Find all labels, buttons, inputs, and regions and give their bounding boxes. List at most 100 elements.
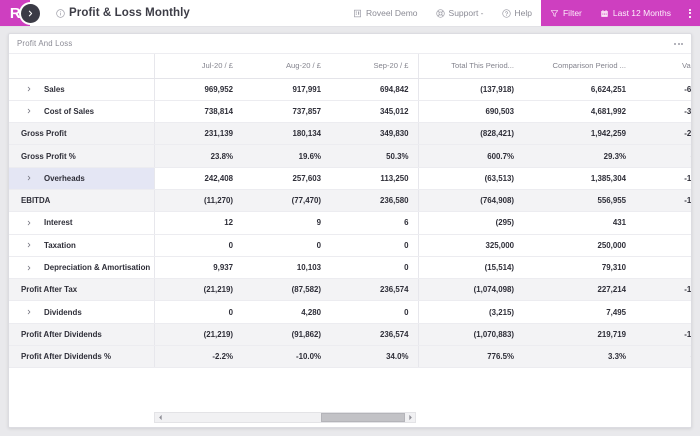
filter-button[interactable]: Filter <box>541 0 591 26</box>
table-row[interactable]: Profit After Dividends % -2.2% -10.0% 34.0%… <box>9 345 691 369</box>
horizontal-scrollbar[interactable] <box>154 412 416 423</box>
cell-aug: (77,470) <box>242 189 330 213</box>
col-header-total[interactable]: Total This Period... <box>418 54 523 79</box>
cell-aug: 257,603 <box>242 167 330 190</box>
chevron-right-icon[interactable] <box>21 108 37 114</box>
cell-jul: 12 <box>154 211 242 235</box>
chevron-right-icon[interactable] <box>21 309 37 315</box>
cell-total: 690,503 <box>418 100 523 124</box>
col-header-sep[interactable]: Sep-20 / £ <box>330 54 419 79</box>
cell-total: (137,918) <box>418 78 523 101</box>
col-header-jul[interactable]: Jul-20 / £ <box>154 54 242 79</box>
cell-variance: -10,710 <box>635 300 691 324</box>
cell-aug: 180,134 <box>242 122 330 146</box>
row-label: Gross Profit <box>21 129 67 139</box>
cell-jul: -2.2% <box>154 345 242 369</box>
col-header-label[interactable] <box>9 54 155 79</box>
chevron-right-icon[interactable] <box>21 3 40 23</box>
chevron-right-icon[interactable] <box>21 220 37 226</box>
date-range-button[interactable]: Last 12 Months <box>591 0 680 26</box>
scrollbar-thumb[interactable] <box>321 413 405 422</box>
row-label-cell[interactable]: EBITDA <box>9 189 155 213</box>
row-label-cell[interactable]: Gross Profit % <box>9 144 155 168</box>
table-body: Sales 969,952 917,991 694,842 (137,918) 6,624… <box>9 78 691 369</box>
vertical-dots-icon[interactable] <box>680 0 700 26</box>
cell-total: (764,908) <box>418 189 523 213</box>
cell-comparison: 250,000 <box>523 234 635 257</box>
col-header-aug[interactable]: Aug-20 / £ <box>242 54 330 79</box>
row-label-cell[interactable]: Profit After Dividends <box>9 323 155 347</box>
row-label-cell[interactable]: Profit After Tax <box>9 278 155 302</box>
col-header-comparison[interactable]: Comparison Period ... <box>523 54 635 79</box>
table-scroll-region[interactable]: Jul-20 / £ Aug-20 / £ Sep-20 / £ Total T… <box>9 54 691 406</box>
row-label: Interest <box>44 218 73 228</box>
cell-comparison: 79,310 <box>523 256 635 280</box>
table-row[interactable]: Profit After Tax (21,219) (87,582) 236,574(… <box>9 278 691 302</box>
tenant-menu[interactable]: Roveel Demo <box>344 0 427 26</box>
cell-sep: 0 <box>330 234 419 257</box>
cell-variance: +773.1% <box>635 345 691 369</box>
calendar-icon <box>600 9 609 18</box>
row-label: Gross Profit % <box>21 151 76 161</box>
cell-total: (63,513) <box>418 167 523 190</box>
row-label-cell[interactable]: Profit After Dividends % <box>9 345 155 369</box>
cell-jul: (21,219) <box>154 278 242 302</box>
row-label-cell[interactable]: Sales <box>9 78 155 101</box>
cell-aug: 19.6% <box>242 144 330 168</box>
row-label: Depreciation & Amortisation <box>44 263 151 273</box>
table-row[interactable]: Sales 969,952 917,991 694,842 (137,918) 6,624… <box>9 78 691 101</box>
cell-sep: 0 <box>330 300 419 324</box>
table-row[interactable]: Cost of Sales 738,814 737,857 345,012 690,50… <box>9 100 691 124</box>
table-row[interactable]: EBITDA (11,270) (77,470) 236,580 (764,908) 55… <box>9 189 691 213</box>
row-label: Dividends <box>44 307 82 317</box>
support-circle-icon <box>435 8 445 18</box>
chevron-right-icon[interactable] <box>21 242 37 248</box>
cell-comparison: 227,214 <box>523 278 635 302</box>
col-header-variance[interactable]: Variance / £ <box>635 54 691 79</box>
table-row[interactable]: Profit After Dividends (21,219) (91,862) 23… <box>9 323 691 347</box>
logo-letter: R <box>9 4 21 22</box>
cell-jul: 0 <box>154 300 242 324</box>
cell-jul: 242,408 <box>154 167 242 190</box>
triangle-right-icon[interactable] <box>405 413 415 422</box>
cell-aug: 737,857 <box>242 100 330 124</box>
table-row[interactable]: Gross Profit 231,139 180,134 349,830 (828,42… <box>9 122 691 146</box>
row-label-cell[interactable]: Interest <box>9 211 155 235</box>
row-label: EBITDA <box>21 196 51 206</box>
row-label-cell[interactable]: Taxation <box>9 234 155 257</box>
table-row[interactable]: Gross Profit % 23.8% 19.6% 50.3% 600.7% 29.3%… <box>9 144 691 168</box>
cell-variance: +571.3% <box>635 144 691 168</box>
row-label: Sales <box>44 84 65 94</box>
cell-comparison: 1,385,304 <box>523 167 635 190</box>
cell-variance: +75,000 <box>635 234 691 257</box>
chevron-right-icon[interactable] <box>21 86 37 92</box>
horizontal-dots-icon[interactable] <box>674 42 683 45</box>
cell-total: (3,215) <box>418 300 523 324</box>
cell-comparison: 29.3% <box>523 144 635 168</box>
cell-sep: 113,250 <box>330 167 419 190</box>
cell-total: (1,070,883) <box>418 323 523 347</box>
row-label-cell[interactable]: Overheads <box>9 167 155 190</box>
cell-sep: 349,830 <box>330 122 419 146</box>
building-icon <box>353 9 362 18</box>
chevron-right-icon[interactable] <box>21 265 37 271</box>
table-row[interactable]: Depreciation & Amortisation 9,937 10,103 0(… <box>9 256 691 280</box>
row-label-cell[interactable]: Gross Profit <box>9 122 155 146</box>
row-label-cell[interactable]: Dividends <box>9 300 155 324</box>
help-menu[interactable]: Help <box>493 0 541 26</box>
cell-jul: (21,219) <box>154 323 242 347</box>
cell-sep: 50.3% <box>330 144 419 168</box>
support-menu[interactable]: Support - <box>427 0 493 26</box>
scrollbar-track[interactable] <box>165 413 405 422</box>
cell-variance: -1,290,602 <box>635 323 691 347</box>
row-label-cell[interactable]: Depreciation & Amortisation <box>9 256 155 280</box>
triangle-left-icon[interactable] <box>155 413 165 422</box>
table-row[interactable]: Overheads 242,408 257,603 113,250 (63,513) 1,… <box>9 167 691 190</box>
chevron-right-icon[interactable] <box>21 175 37 181</box>
question-circle-icon <box>501 8 511 18</box>
top-bar-actions: Roveel Demo Support - Help <box>344 0 700 26</box>
row-label-cell[interactable]: Cost of Sales <box>9 100 155 124</box>
